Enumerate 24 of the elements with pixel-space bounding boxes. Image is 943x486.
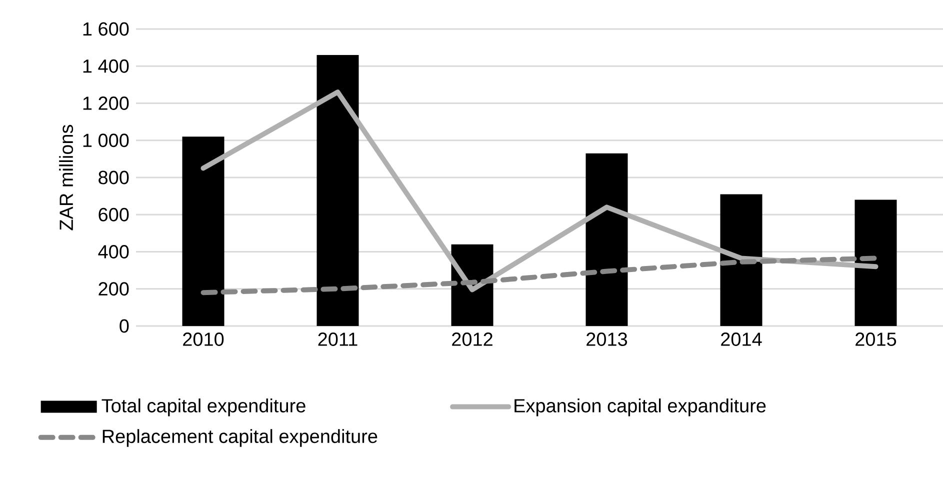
y-tick-label: 800	[98, 170, 129, 184]
bar	[316, 54, 359, 326]
legend-label: Replacement capital expenditure	[102, 429, 378, 447]
y-tick-label: 1 600	[83, 22, 129, 36]
y-tick-label: 1 400	[83, 59, 129, 73]
legend-label: Total capital expenditure	[102, 398, 306, 416]
x-tick-label: 2011	[318, 332, 358, 346]
bar	[586, 153, 628, 326]
x-tick-label: 2013	[586, 332, 628, 346]
bar	[720, 194, 762, 326]
y-tick-label: 600	[98, 208, 129, 222]
x-tick-label: 2014	[721, 332, 762, 346]
legend-label: Expansion capital expanditure	[514, 398, 766, 416]
y-tick-label: 1 200	[83, 96, 129, 110]
y-tick-label: 400	[98, 245, 129, 258]
bar	[182, 136, 224, 326]
x-tick-label: 2012	[452, 332, 492, 346]
y-tick-label: 1 000	[83, 134, 129, 148]
x-tick-label: 2010	[183, 332, 224, 346]
y-axis-title: ZAR millions	[59, 124, 74, 230]
y-tick-label: 0	[120, 319, 129, 333]
bar	[854, 200, 897, 326]
y-tick-label: 200	[98, 282, 129, 296]
x-tick-label: 2015	[856, 332, 896, 346]
